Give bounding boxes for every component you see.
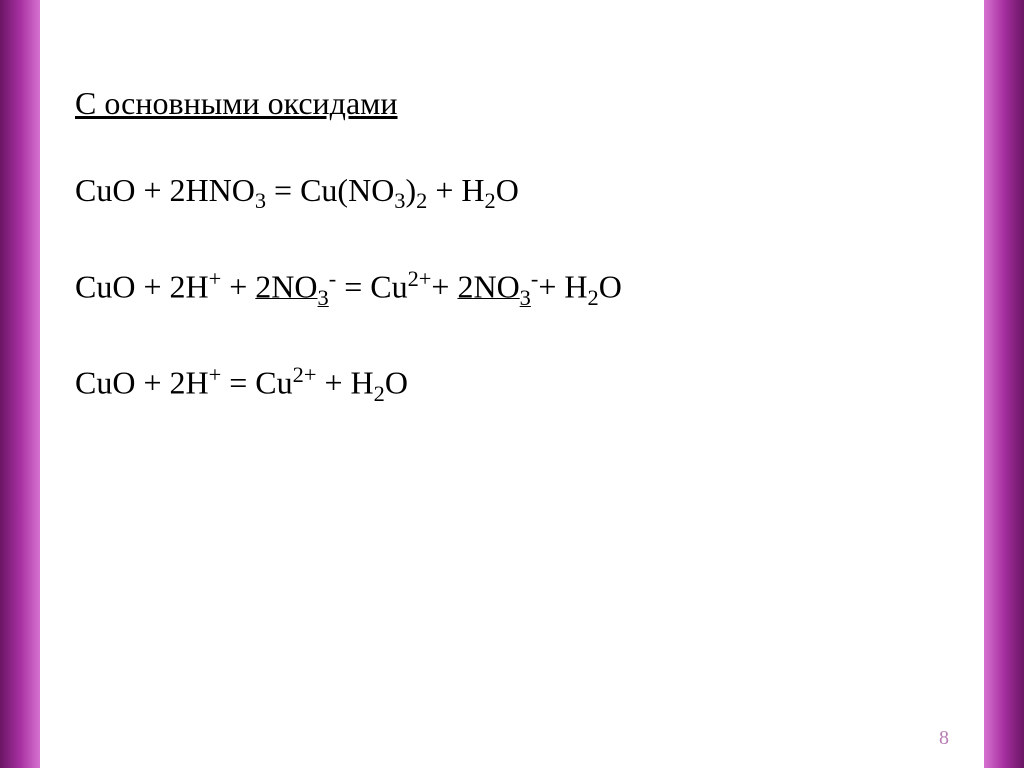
eq2-part4: + [431,268,457,304]
eq1-part1: CuO + 2HNO [75,172,255,208]
slide-border-left [0,0,40,768]
eq2-sub3: 2 [588,285,599,310]
eq3-part3: + H [316,364,373,400]
eq3-part1: CuO + 2H [75,364,209,400]
eq1-sub1: 3 [255,188,266,213]
eq1-part2: = Cu(NO [266,172,394,208]
eq3-sub1: 2 [374,381,385,406]
slide-heading: С основными оксидами [75,85,949,122]
eq2-sup2: - [329,266,336,291]
eq1-part4: + H [427,172,484,208]
eq2-sub2: 3 [520,285,531,310]
equation-3: CuO + 2H+ = Cu2+ + H2O [75,360,949,408]
eq1-sub3: 2 [416,188,427,213]
equation-1: CuO + 2HNO3 = Cu(NO3)2 + H2O [75,170,949,216]
eq2-sup1: + [209,266,222,291]
eq3-sup2: 2+ [293,362,317,387]
page-number: 8 [939,727,949,750]
eq1-sub4: 2 [485,188,496,213]
slide-border-right [984,0,1024,768]
eq2-part1: CuO + 2H [75,268,209,304]
slide-content: С основными оксидами CuO + 2HNO3 = Cu(NO… [75,85,949,456]
eq1-part3: ) [406,172,417,208]
eq2-part3: = Cu [336,268,407,304]
eq2-ul1: 2NO [255,268,317,304]
eq3-sup1: + [209,362,222,387]
eq2-sup3: 2+ [408,266,432,291]
eq3-part2: = Cu [221,364,292,400]
eq1-part5: O [496,172,519,208]
eq3-part4: O [385,364,408,400]
eq2-part6: O [599,268,622,304]
eq1-sub2: 3 [394,188,405,213]
eq2-sub1: 3 [318,285,329,310]
eq2-sup4: - [531,266,538,291]
eq2-part2: + [221,268,255,304]
eq2-ul2: 2NO [457,268,519,304]
equation-2: CuO + 2H+ + 2NO3- = Cu2++ 2NO3-+ H2O [75,264,949,312]
eq2-part5: + H [538,268,587,304]
